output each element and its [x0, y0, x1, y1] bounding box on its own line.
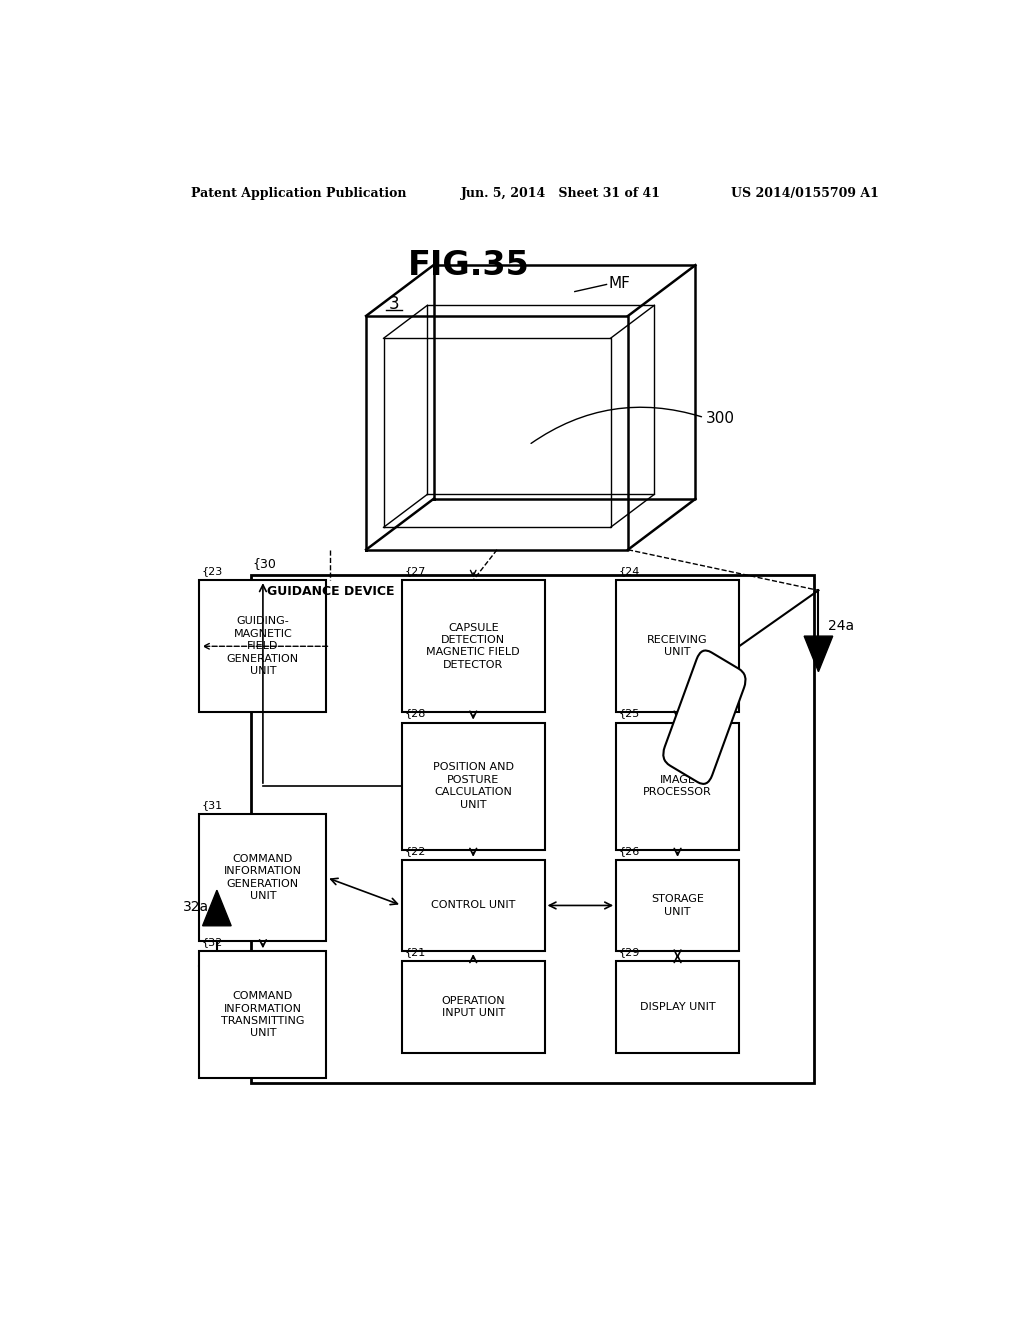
Text: 300: 300	[706, 411, 735, 426]
Text: COMMAND
INFORMATION
TRANSMITTING
UNIT: COMMAND INFORMATION TRANSMITTING UNIT	[221, 991, 305, 1039]
Text: FIG.35: FIG.35	[409, 248, 530, 281]
Text: {29: {29	[618, 948, 640, 957]
Text: {23: {23	[202, 566, 223, 576]
Text: US 2014/0155709 A1: US 2014/0155709 A1	[731, 187, 879, 201]
Text: 24a: 24a	[828, 619, 854, 634]
Text: Jun. 5, 2014   Sheet 31 of 41: Jun. 5, 2014 Sheet 31 of 41	[461, 187, 662, 201]
Text: CONTROL UNIT: CONTROL UNIT	[431, 900, 515, 911]
Text: Patent Application Publication: Patent Application Publication	[191, 187, 407, 201]
Text: {32: {32	[202, 937, 223, 948]
Text: 3: 3	[388, 294, 399, 313]
Text: {31: {31	[202, 800, 223, 810]
Polygon shape	[804, 636, 833, 672]
Bar	[401, 859, 545, 952]
FancyBboxPatch shape	[664, 651, 745, 784]
Text: {26: {26	[618, 846, 640, 855]
Bar	[616, 581, 739, 713]
Bar	[401, 961, 545, 1053]
Text: IMAGE
PROCESSOR: IMAGE PROCESSOR	[643, 775, 712, 797]
Bar	[251, 576, 814, 1084]
Text: GUIDING-
MAGNETIC
FIELD
GENERATION
UNIT: GUIDING- MAGNETIC FIELD GENERATION UNIT	[227, 616, 299, 676]
Bar	[200, 952, 327, 1078]
Text: {25: {25	[618, 709, 640, 718]
Text: 32a: 32a	[183, 900, 209, 915]
Text: DISPLAY UNIT: DISPLAY UNIT	[640, 1002, 716, 1012]
Text: OPERATION
INPUT UNIT: OPERATION INPUT UNIT	[441, 995, 505, 1018]
Text: POSITION AND
POSTURE
CALCULATION
UNIT: POSITION AND POSTURE CALCULATION UNIT	[433, 763, 514, 809]
Text: {21: {21	[404, 948, 425, 957]
Text: {24: {24	[618, 566, 640, 576]
Text: STORAGE
UNIT: STORAGE UNIT	[651, 894, 705, 916]
Bar	[401, 581, 545, 713]
Bar	[200, 814, 327, 941]
Polygon shape	[203, 890, 231, 925]
Text: {22: {22	[404, 846, 426, 855]
Text: {27: {27	[404, 566, 426, 576]
Bar	[616, 722, 739, 850]
Bar	[401, 722, 545, 850]
Bar	[616, 859, 739, 952]
Text: {30: {30	[253, 557, 276, 570]
Bar	[616, 961, 739, 1053]
Text: RECEIVING
UNIT: RECEIVING UNIT	[647, 635, 708, 657]
Text: GUIDANCE DEVICE: GUIDANCE DEVICE	[267, 585, 394, 598]
Text: {28: {28	[404, 709, 426, 718]
Text: CAPSULE
DETECTION
MAGNETIC FIELD
DETECTOR: CAPSULE DETECTION MAGNETIC FIELD DETECTO…	[426, 623, 520, 669]
Text: COMMAND
INFORMATION
GENERATION
UNIT: COMMAND INFORMATION GENERATION UNIT	[224, 854, 302, 902]
Bar	[200, 581, 327, 713]
Text: MF: MF	[608, 276, 630, 290]
